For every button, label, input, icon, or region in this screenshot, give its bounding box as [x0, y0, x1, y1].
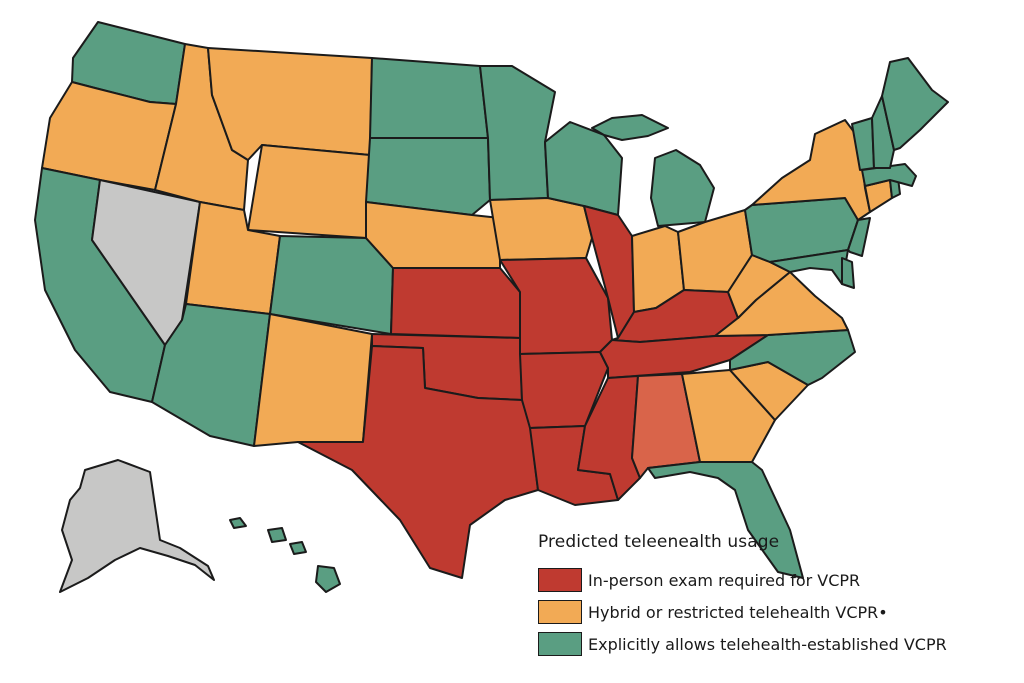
state-nj — [847, 217, 871, 257]
state-mi-lower — [650, 149, 715, 227]
state-de — [841, 257, 855, 289]
state-wi — [544, 121, 623, 216]
legend: Predicted teleеnealth usage In-person ex… — [538, 532, 1008, 664]
state-mi-upper — [591, 114, 669, 141]
state-ne — [365, 201, 501, 269]
state-hi-4 — [315, 565, 341, 593]
legend-title: Predicted teleеnealth usage — [538, 532, 780, 552]
legend-swatch-in-person — [538, 568, 582, 592]
state-nh — [871, 95, 895, 169]
state-tx — [297, 345, 539, 579]
state-ak — [59, 459, 215, 593]
state-ia — [489, 197, 593, 261]
state-nd — [369, 57, 489, 139]
state-fl — [647, 461, 804, 579]
state-mn — [479, 65, 556, 201]
state-hi-1 — [229, 517, 247, 529]
legend-swatch-telehealth — [538, 632, 582, 656]
state-ma — [861, 163, 917, 187]
legend-item-hybrid: Hybrid or restricted telehealth VCPR• — [538, 600, 1008, 624]
state-hi-3 — [289, 541, 307, 555]
state-me — [881, 57, 949, 151]
state-mt — [207, 47, 373, 161]
legend-item-telehealth: Explicitly allows telehealth-established… — [538, 632, 1008, 656]
legend-label-telehealth: Explicitly allows telehealth-established… — [588, 634, 947, 654]
legend-swatch-hybrid — [538, 600, 582, 624]
state-ga — [681, 369, 776, 463]
state-hi-2 — [267, 527, 287, 543]
state-sd — [365, 137, 491, 216]
legend-label-in-person: In-person exam required for VCPR — [588, 570, 861, 590]
state-ks — [390, 267, 521, 339]
legend-label-hybrid: Hybrid or restricted telehealth VCPR• — [588, 602, 888, 622]
legend-item-in-person: In-person exam required for VCPR — [538, 568, 1008, 592]
state-wy — [247, 144, 371, 239]
state-nm — [253, 313, 373, 447]
